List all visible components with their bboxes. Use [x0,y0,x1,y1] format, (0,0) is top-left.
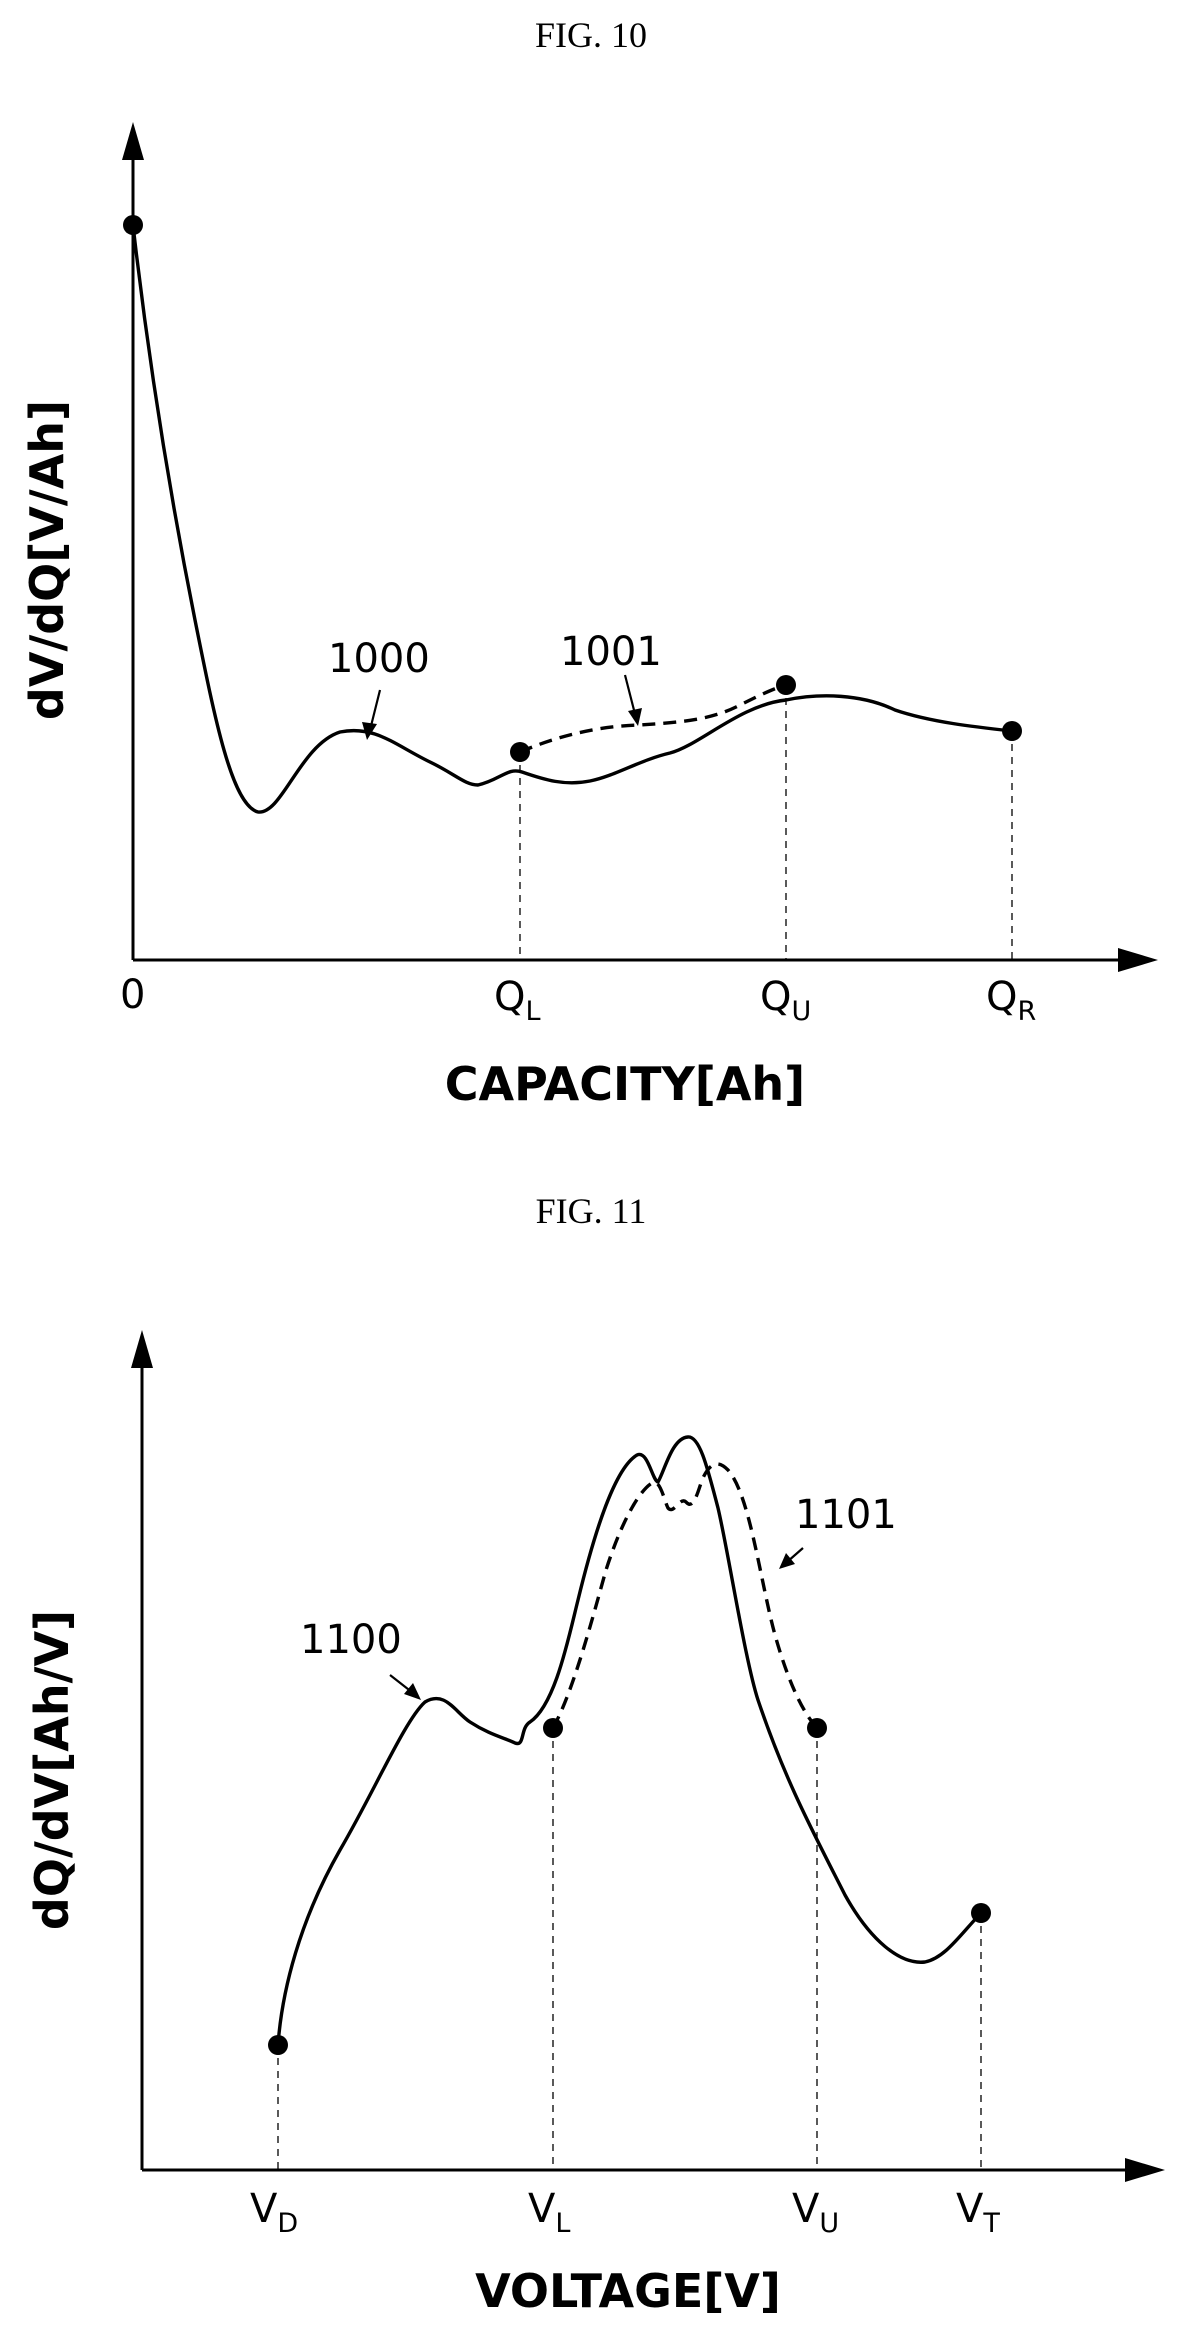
marker-vt [971,1903,991,1923]
curve-1101 [551,1462,819,1730]
figure-10-title: FIG. 10 [534,15,647,55]
curve-1001 [519,683,787,754]
label-1000: 1000 [328,636,430,682]
marker-ql [510,742,530,762]
figure-11-chart: 1100 1101 VD VL VU VT VOLTAGE[V] dQ/dV[A… [25,1330,1165,2318]
label-1001: 1001 [560,629,662,675]
leader-1100-arrowhead [404,1683,421,1700]
y-axis-arrowhead [122,122,144,160]
tick-vd: VD [250,2186,298,2239]
leader-1000-arrowhead [362,722,377,740]
tick-vu: VU [792,2186,839,2239]
y-axis-title: dQ/dV[Ah/V] [25,1610,79,1930]
marker-vu [807,1718,827,1738]
tick-qu: QU [760,974,811,1027]
figure-11-title: FIG. 11 [535,1191,647,1231]
tick-origin: 0 [120,972,145,1018]
leader-1101-arrowhead [779,1553,795,1569]
curve-1100 [276,1435,983,2047]
tick-qr: QR [986,974,1036,1027]
y-axis-arrowhead [131,1330,153,1368]
marker-origin-peak [123,215,143,235]
marker-vl [543,1718,563,1738]
curve-1000 [131,223,1014,814]
tick-vt: VT [956,2186,1000,2239]
figure-10-chart: 1000 1001 0 QL QU QR CAPACITY[Ah] dV/dQ[… [20,122,1158,1111]
tick-ql: QL [494,974,541,1027]
label-1100: 1100 [300,1617,402,1663]
leader-1001-arrowhead [628,708,642,726]
x-axis-title: VOLTAGE[V] [475,2264,781,2318]
y-axis-title: dV/dQ[V/Ah] [20,400,74,720]
marker-qu [776,675,796,695]
marker-qr [1002,721,1022,741]
x-axis-title: CAPACITY[Ah] [445,1057,805,1111]
x-axis-arrowhead [1125,2158,1165,2182]
marker-vd [268,2035,288,2055]
x-axis-arrowhead [1118,948,1158,972]
tick-vl: VL [528,2186,570,2239]
label-1101: 1101 [795,1492,897,1538]
